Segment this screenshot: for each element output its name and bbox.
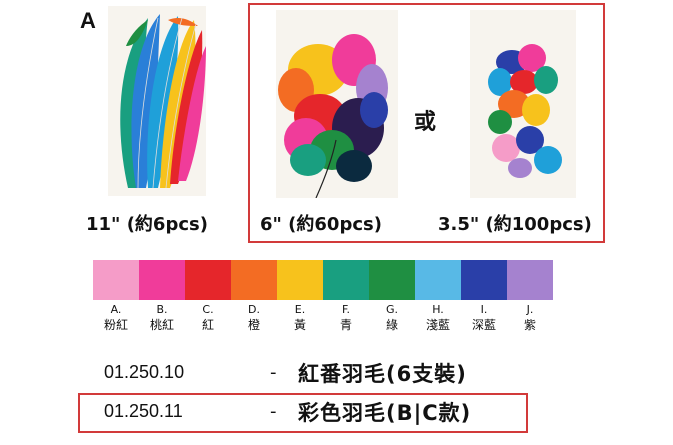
medium-feathers-image xyxy=(278,34,388,198)
long-feathers-image xyxy=(120,14,206,189)
or-text: 或 xyxy=(414,110,437,135)
product-dash: - xyxy=(270,401,277,422)
color-code-label: F. xyxy=(341,303,351,316)
option-a-size-label: 11" (約6pcs) xyxy=(86,214,208,235)
color-swatch xyxy=(461,260,507,300)
color-code-label: D. xyxy=(248,303,260,316)
option-c-size-label: 3.5" (約100pcs) xyxy=(438,214,592,235)
color-name-label: 紅 xyxy=(201,318,214,332)
product-name: 紅番羽毛(6支裝) xyxy=(298,362,467,386)
product-code: 01.250.11 xyxy=(104,401,183,421)
option-c-feather-photo xyxy=(470,10,576,198)
color-name-label: 淺藍 xyxy=(425,318,450,332)
option-b-size-label: 6" (約60pcs) xyxy=(260,214,382,235)
options-bc-highlight-box xyxy=(248,3,605,243)
color-code-label: G. xyxy=(385,303,399,316)
color-swatch xyxy=(369,260,415,300)
product-dash: - xyxy=(270,362,277,383)
color-swatch xyxy=(415,260,461,300)
color-code-label: B. xyxy=(156,303,168,316)
product-code: 01.250.10 xyxy=(104,362,185,382)
color-code-label: A. xyxy=(110,303,122,316)
color-code-label: I. xyxy=(480,303,488,316)
color-name-label: 青 xyxy=(339,318,352,332)
color-code-label: C. xyxy=(202,303,214,316)
small-feathers-image xyxy=(488,44,562,178)
color-name-label: 桃紅 xyxy=(149,318,174,332)
color-name-label: 綠 xyxy=(385,318,398,332)
color-swatch xyxy=(93,260,139,300)
color-code-label: H. xyxy=(432,303,444,316)
color-name-label: 粉紅 xyxy=(103,318,128,332)
option-a-letter: A xyxy=(80,8,96,33)
color-code-label: E. xyxy=(294,303,306,316)
color-code-label: J. xyxy=(526,303,534,316)
color-swatch xyxy=(185,260,231,300)
color-name-label: 深藍 xyxy=(471,318,496,332)
option-b-feather-photo xyxy=(276,10,398,198)
color-swatch xyxy=(231,260,277,300)
color-name-label: 紫 xyxy=(523,318,536,332)
product-name: 彩色羽毛(B|C款) xyxy=(298,401,472,425)
color-swatch xyxy=(323,260,369,300)
color-name-label: 黃 xyxy=(293,318,306,332)
color-swatch xyxy=(507,260,553,300)
color-name-label: 橙 xyxy=(247,318,260,332)
color-swatch xyxy=(139,260,185,300)
product-highlight-box xyxy=(78,393,528,433)
color-swatch xyxy=(277,260,323,300)
option-a-feather-photo xyxy=(108,6,206,196)
